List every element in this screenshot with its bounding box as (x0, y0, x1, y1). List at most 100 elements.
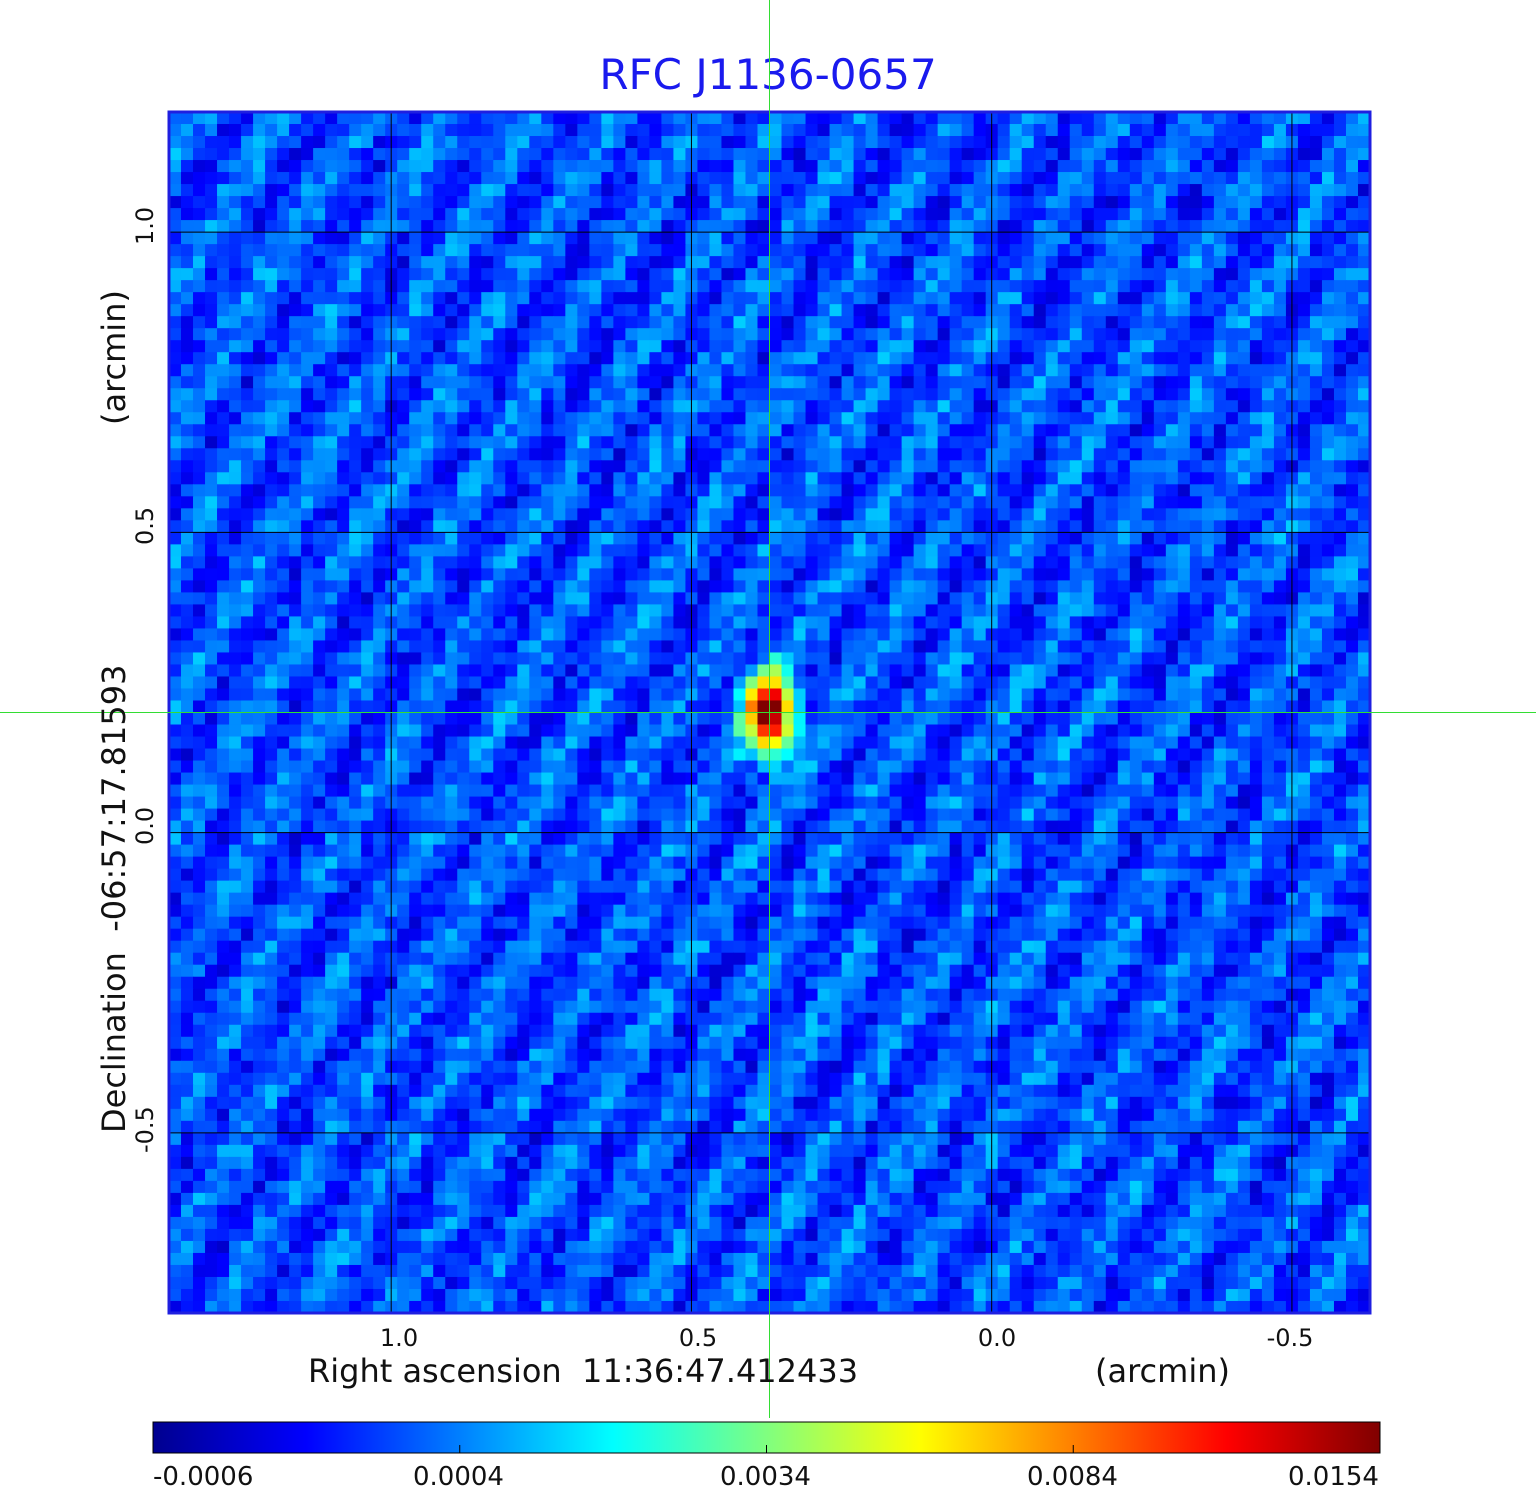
heatmap-cell (781, 424, 795, 437)
heatmap-cell (625, 556, 638, 569)
heatmap-cell (325, 544, 338, 557)
heatmap-cell (229, 520, 242, 533)
heatmap-cell (1261, 232, 1275, 245)
heatmap-cell (997, 628, 1011, 642)
heatmap-cell (277, 232, 290, 245)
heatmap-cell (889, 172, 903, 185)
heatmap-cell (409, 448, 422, 461)
heatmap-cell (1105, 640, 1119, 654)
heatmap-cell (205, 556, 218, 569)
heatmap-cell (433, 232, 446, 245)
heatmap-cell (793, 688, 807, 702)
heatmap-cell (253, 472, 266, 485)
heatmap-cell (829, 340, 843, 353)
heatmap-cell (1225, 244, 1239, 257)
heatmap-cell (253, 640, 266, 654)
heatmap-cell (373, 616, 386, 630)
heatmap-cell (1273, 652, 1287, 666)
heatmap-cell (205, 460, 218, 473)
heatmap-cell (697, 652, 711, 666)
heatmap-cell (1153, 664, 1167, 678)
heatmap-cell (637, 700, 650, 714)
heatmap-cell (877, 316, 891, 329)
heatmap-cell (961, 112, 975, 125)
heatmap-cell (337, 316, 350, 329)
heatmap-cell (565, 172, 578, 185)
heatmap-cell (445, 424, 458, 437)
heatmap-cell (421, 676, 434, 690)
heatmap-cell (565, 556, 578, 569)
heatmap-cell (1297, 688, 1311, 702)
heatmap-cell (373, 184, 386, 197)
heatmap-cell (373, 520, 386, 533)
heatmap-cell (373, 688, 386, 702)
heatmap-cell (1105, 220, 1119, 233)
heatmap-cell (253, 136, 266, 149)
heatmap-cell (841, 664, 855, 678)
heatmap-cell (913, 532, 927, 545)
heatmap-cell (1081, 676, 1095, 690)
heatmap-cell (457, 172, 470, 185)
heatmap-cell (997, 664, 1011, 678)
heatmap-cell (913, 604, 927, 618)
heatmap-cell (241, 412, 254, 425)
heatmap-cell (565, 496, 578, 509)
heatmap-cell (349, 628, 362, 642)
heatmap-cell (301, 616, 314, 630)
heatmap-cell (421, 520, 434, 533)
heatmap-cell (949, 640, 963, 654)
heatmap-cell (733, 616, 747, 630)
heatmap-cell (1105, 184, 1119, 197)
heatmap-cell (1081, 448, 1095, 461)
heatmap-cell (1045, 484, 1059, 497)
heatmap-cell (781, 580, 795, 593)
heatmap-cell (241, 448, 254, 461)
heatmap-cell (193, 424, 206, 437)
heatmap-cell (865, 472, 879, 485)
heatmap-cell (481, 244, 494, 257)
heatmap-cell (1129, 400, 1143, 413)
heatmap-cell (421, 640, 434, 654)
heatmap-cell (577, 640, 590, 654)
heatmap-cell (709, 244, 723, 257)
heatmap-cell (733, 232, 747, 245)
heatmap-cell (853, 556, 867, 569)
heatmap-cell (793, 124, 807, 137)
heatmap-cell (925, 652, 939, 666)
heatmap-cell (457, 388, 470, 401)
heatmap-cell (1045, 136, 1059, 149)
heatmap-cell (697, 112, 711, 125)
heatmap-cell (1033, 472, 1047, 485)
heatmap-cell (421, 460, 434, 473)
heatmap-cell (1237, 664, 1251, 678)
heatmap-cell (1057, 496, 1071, 509)
heatmap-cell (733, 664, 747, 678)
heatmap-cell (205, 136, 218, 149)
heatmap-cell (1069, 616, 1083, 630)
heatmap-cell (913, 292, 927, 305)
heatmap-cell (349, 364, 362, 377)
heatmap-cell (1177, 688, 1191, 702)
heatmap-cell (901, 472, 915, 485)
heatmap-cell (997, 520, 1011, 533)
heatmap-cell (229, 448, 242, 461)
heatmap-cell (277, 328, 290, 341)
heatmap-cell (649, 544, 663, 557)
heatmap-cell (1177, 640, 1191, 654)
heatmap-cell (1177, 220, 1191, 233)
heatmap-cell (1045, 352, 1059, 365)
heatmap-cell (1129, 316, 1143, 329)
heatmap-cell (337, 592, 350, 606)
heatmap-cell (805, 484, 819, 497)
heatmap-cell (877, 700, 891, 714)
heatmap-cell (433, 136, 446, 149)
heatmap-cell (1225, 628, 1239, 642)
heatmap-cell (349, 124, 362, 137)
heatmap-cell (1093, 592, 1107, 606)
heatmap-cell (349, 280, 362, 293)
heatmap-cell (1045, 184, 1059, 197)
heatmap-cell (1141, 184, 1155, 197)
heatmap-cell (529, 304, 542, 317)
heatmap-cell (1177, 436, 1191, 449)
heatmap-cell (721, 424, 735, 437)
